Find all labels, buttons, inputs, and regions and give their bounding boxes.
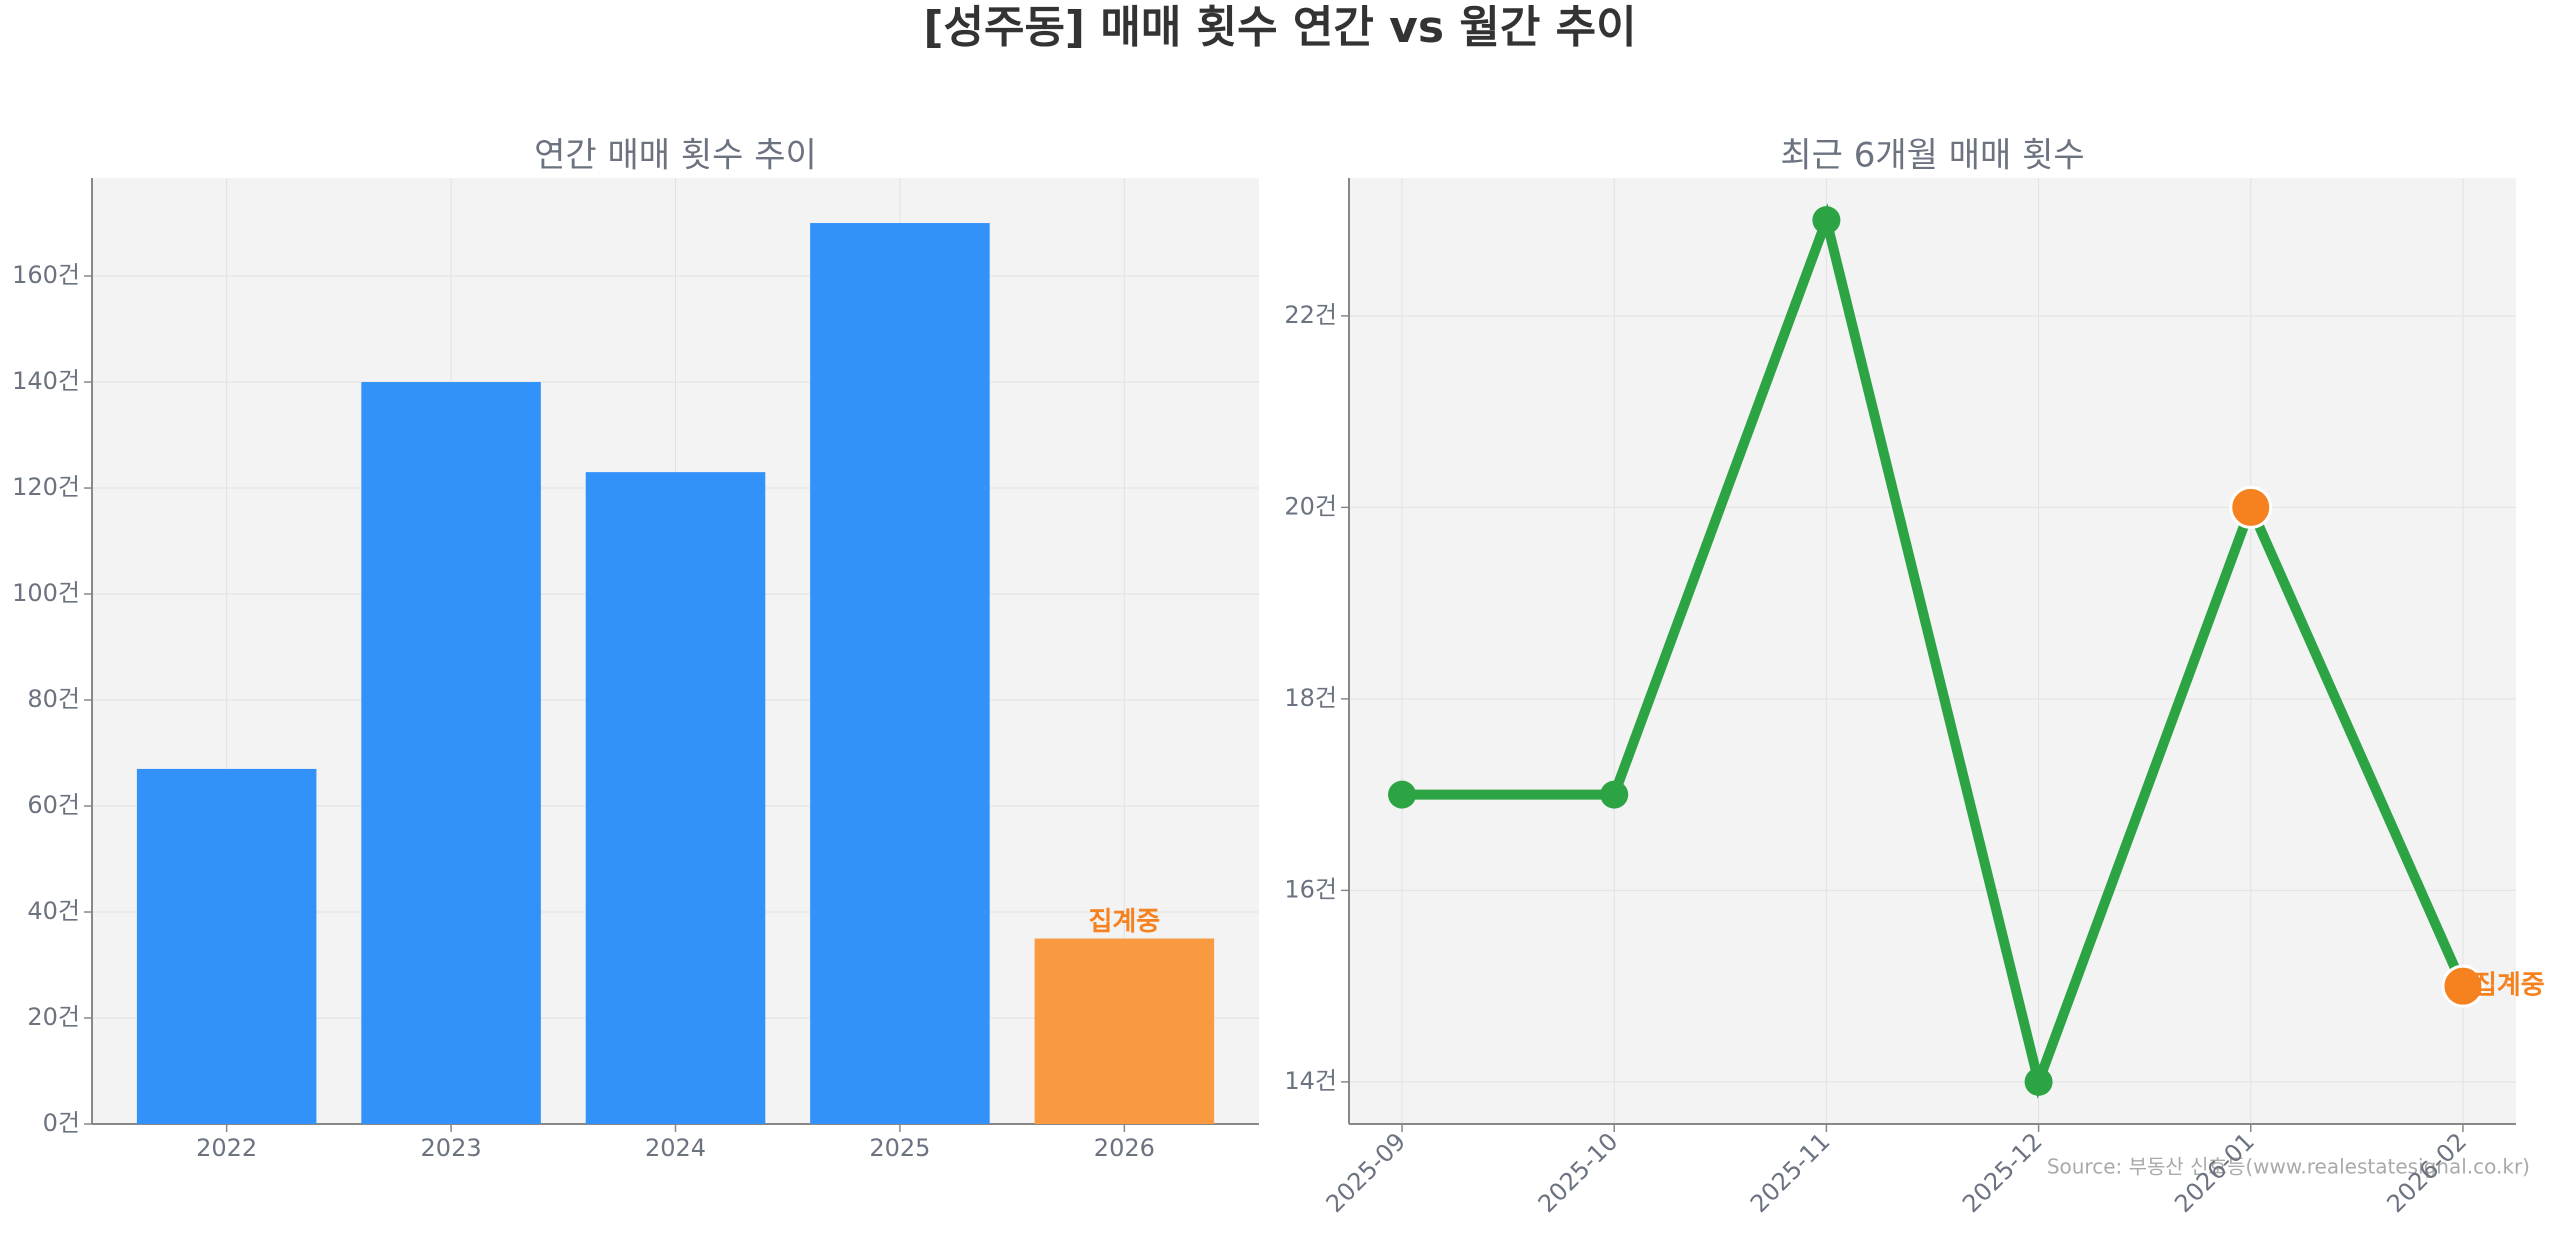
line (1402, 203, 2468, 1099)
x-tick-label: 2023 (421, 1134, 482, 1162)
bar (1034, 938, 1215, 1124)
bar (136, 768, 317, 1124)
x-tick-label: 2025-12 (1957, 1127, 2048, 1218)
x-tick-label: 2025 (869, 1134, 930, 1162)
y-tick-label: 40건 (27, 897, 80, 925)
marker (2024, 1067, 2053, 1096)
y-tick-label: 80건 (27, 685, 80, 713)
y-tick-label: 140건 (12, 367, 80, 395)
x-tick-label: 2022 (196, 1134, 257, 1162)
source: Source: 부동산 신호등(www.realestatesignal.co.… (2047, 1155, 2530, 1179)
x-tick-label: 2025-09 (1321, 1127, 1412, 1218)
x-tick-label: 2024 (645, 1134, 706, 1162)
subplot-title: 연간 매매 횟수 추이 (534, 136, 817, 176)
y-tick-label: 100건 (12, 579, 80, 607)
bar (361, 382, 541, 1125)
y-tick-label: 14건 (1284, 1067, 1337, 1095)
x-tick-label: 2025-11 (1745, 1127, 1836, 1218)
x-tick-label: 2025-10 (1533, 1127, 1624, 1218)
marker (1812, 206, 1841, 235)
y-tick-label: 160건 (12, 261, 80, 289)
bar (585, 472, 766, 1124)
subplot-title: 최근 6개월 매매 횟수 (1780, 136, 2084, 176)
figure-title: [성주동] 매매 횟수 연간 vs 월간 추이 (923, 2, 1636, 53)
y-tick-label: 120건 (12, 473, 80, 501)
x-tick-label: 2026 (1094, 1134, 1155, 1162)
marker (1600, 780, 1629, 809)
annotation: 집계중 (2473, 971, 2545, 1001)
bar (810, 223, 990, 1125)
y-tick-label: 0건 (43, 1109, 80, 1137)
marker (1388, 780, 1417, 809)
y-tick-label: 18건 (1284, 684, 1337, 712)
y-tick-label: 16건 (1284, 875, 1337, 903)
y-tick-label: 22건 (1284, 301, 1337, 329)
y-tick-label: 20건 (1284, 492, 1337, 520)
annotation: 집계중 (1088, 907, 1160, 937)
y-tick-label: 60건 (27, 791, 80, 819)
marker (2229, 485, 2273, 529)
y-tick-label: 20건 (27, 1003, 80, 1031)
marker (2441, 964, 2485, 1008)
